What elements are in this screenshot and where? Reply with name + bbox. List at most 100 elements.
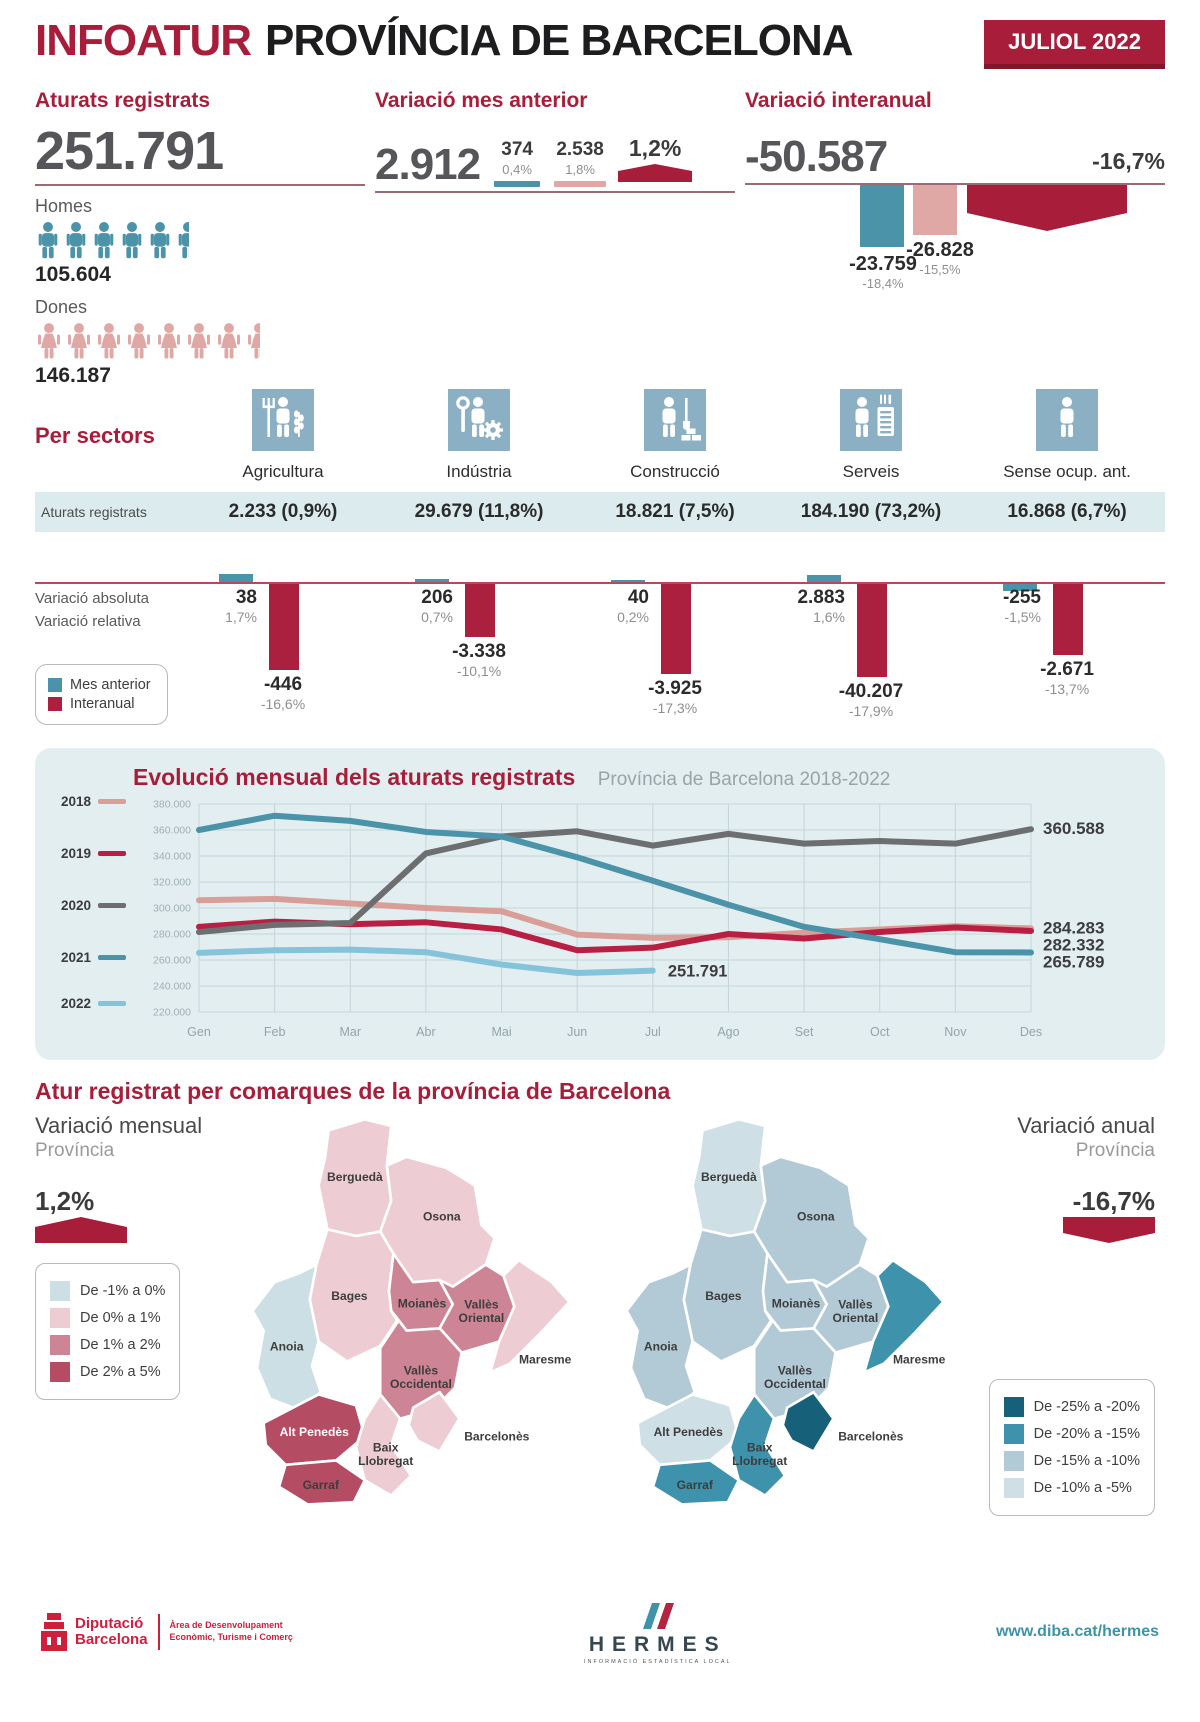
hermes-wordmark: HERMES bbox=[588, 1633, 727, 1656]
monthly-map-title: Variació mensual bbox=[35, 1113, 203, 1138]
interanual-bar bbox=[269, 584, 299, 671]
annual-dones-label: -26.828 -15,5% bbox=[885, 239, 995, 277]
sector-registered-value: 29.679 (11,8%) bbox=[414, 501, 544, 522]
svg-text:Gen: Gen bbox=[187, 1025, 211, 1039]
maps-section-title: Atur registrat per comarques de la proví… bbox=[35, 1078, 671, 1104]
map-legend-item: De 2% a 5% bbox=[50, 1362, 165, 1382]
annual-map-block: Berguedà Osona Bages Moianès Vallès Oriental M… bbox=[598, 1111, 1161, 1573]
registered-title: Aturats registrats bbox=[35, 89, 211, 112]
comarca-label: Vallès bbox=[404, 1364, 439, 1378]
comarca-label: Bages bbox=[331, 1289, 368, 1303]
interanual-bar bbox=[1053, 584, 1083, 656]
comarca-baix-llobregat bbox=[728, 1393, 787, 1497]
hermes-tagline: INFORMACIÓ ESTADÍSTICA LOCAL bbox=[583, 1659, 732, 1665]
woman-icon bbox=[158, 322, 180, 359]
comarca-label: Occidental bbox=[764, 1377, 826, 1391]
comarca-label: Maresme bbox=[893, 1353, 946, 1367]
interanual-values: -40.207 -17,9% bbox=[838, 681, 904, 720]
variation-axis-labels: Variació absoluta Variació relativa bbox=[35, 562, 185, 734]
variation-absolute-label: Variació absoluta bbox=[35, 590, 149, 607]
dones-value: 146.187 bbox=[35, 363, 111, 387]
sector-variation-chart: Variació absoluta Variació relativa 38 1,… bbox=[35, 562, 1165, 734]
comarca-label: Anoia bbox=[644, 1339, 678, 1353]
footer: Diputació Barcelona Àrea de Desenvolupam… bbox=[35, 1589, 1165, 1675]
dones-mini-bar bbox=[554, 181, 607, 187]
stat-annual-variation: Variació interanual -50.587 -16,7% -23.7… bbox=[745, 89, 1165, 388]
man-icon bbox=[66, 221, 86, 258]
sector-variation-cells: Variació absoluta Variació relativa 38 1,… bbox=[35, 562, 1165, 734]
homes-mini-bar bbox=[494, 181, 541, 187]
annual-homes-pct: -18,4% bbox=[862, 276, 904, 291]
man-icon bbox=[38, 221, 58, 258]
department-name: Àrea de Desenvolupament Econòmic, Turism… bbox=[169, 1620, 293, 1642]
series-2020 bbox=[196, 826, 1034, 936]
diputacio-barcelona-icon bbox=[41, 1613, 67, 1651]
sector-variation-cell: -255 -1,5% -2.671 -13,7% bbox=[969, 562, 1165, 734]
svg-text:Mai: Mai bbox=[491, 1025, 511, 1039]
svg-text:240.000: 240.000 bbox=[153, 981, 191, 993]
annual-homes-label: -23.759 -18,4% bbox=[828, 253, 938, 291]
sector-registered-value: 184.190 (73,2%) bbox=[800, 501, 942, 522]
monthly-map-value: 1,2% bbox=[35, 1186, 95, 1216]
woman-icon bbox=[188, 322, 210, 359]
header: INFOATUR PROVÍNCIA DE BARCELONA JULIOL 2… bbox=[35, 16, 1165, 69]
comarca-label: Oriental bbox=[833, 1311, 879, 1325]
registered-total: 251.791 bbox=[35, 121, 224, 181]
comarca-label: Vallès bbox=[838, 1298, 873, 1312]
svg-text:320.000: 320.000 bbox=[153, 877, 191, 889]
sector-3: Construcció bbox=[577, 389, 773, 482]
svg-text:282.332: 282.332 bbox=[1043, 935, 1104, 954]
comarca-label: Vallès bbox=[778, 1364, 813, 1378]
comarca-label: Berguedà bbox=[327, 1170, 383, 1184]
comarca-barcelones bbox=[781, 1390, 835, 1453]
sector-registered-value: 18.821 (7,5%) bbox=[615, 501, 735, 522]
comarca-barcelones bbox=[407, 1390, 461, 1453]
dones-label: Dones bbox=[35, 296, 88, 317]
stat-registered: Aturats registrats 251.791 Homes bbox=[35, 89, 365, 388]
comarca-maresme bbox=[862, 1258, 945, 1374]
comarca-label: Osona bbox=[423, 1210, 461, 1224]
chart-header: Evolució mensual dels aturats registrats… bbox=[133, 764, 890, 791]
sector-4: Serveis bbox=[773, 389, 969, 482]
legend-swatch-icon bbox=[50, 1335, 70, 1355]
svg-text:Set: Set bbox=[795, 1025, 814, 1039]
sector-name: Sense ocup. ant. bbox=[1003, 462, 1131, 481]
page-title: PROVÍNCIA DE BARCELONA bbox=[265, 16, 854, 65]
comarca-label: Llobregat bbox=[358, 1454, 413, 1468]
woman-icon bbox=[248, 322, 260, 359]
svg-text:280.000: 280.000 bbox=[153, 929, 191, 941]
interanual-values: -2.671 -13,7% bbox=[1040, 659, 1094, 698]
construction-icon bbox=[644, 389, 706, 451]
map-legend-item: De -15% a -10% bbox=[1003, 1451, 1140, 1471]
agriculture-icon bbox=[252, 389, 314, 451]
hermes-link[interactable]: www.diba.cat/hermes bbox=[995, 1623, 1159, 1640]
chart-subtitle: Província de Barcelona 2018-2022 bbox=[597, 769, 891, 790]
svg-text:Jun: Jun bbox=[567, 1025, 587, 1039]
legend-year-2019: 2019 bbox=[61, 846, 127, 861]
variation-legend: Mes anterior Interanual bbox=[35, 664, 168, 725]
monthly-homes-abs: 374 bbox=[501, 139, 533, 160]
comarca-label: Llobregat bbox=[732, 1454, 787, 1468]
woman-icon bbox=[98, 322, 120, 359]
monthly-map-info: Variació mensual Província 1,2% bbox=[35, 1113, 202, 1248]
comarca-maresme bbox=[488, 1258, 571, 1374]
comarca-label: Barcelonès bbox=[838, 1430, 903, 1444]
sector-5: Sense ocup. ant. bbox=[969, 389, 1165, 482]
legend-swatch-icon bbox=[1003, 1478, 1024, 1498]
legend-mes-label: Mes anterior bbox=[70, 677, 151, 693]
series-2021 bbox=[196, 812, 1034, 956]
annual-map-info: Variació anual Província -16,7% bbox=[1017, 1113, 1155, 1248]
comarca-alt-penedes bbox=[262, 1393, 367, 1467]
map-legend-item: De -25% a -20% bbox=[1003, 1397, 1140, 1417]
comarca-label: Baix bbox=[747, 1441, 773, 1455]
man-icon bbox=[150, 221, 170, 258]
woman-icon bbox=[218, 322, 240, 359]
divider bbox=[745, 183, 1165, 185]
legend-interanual: Interanual bbox=[48, 696, 151, 712]
top-stats: Aturats registrats 251.791 Homes bbox=[35, 89, 1165, 387]
monthly-title: Variació mes anterior bbox=[375, 89, 588, 112]
map-legend-item: De 1% a 2% bbox=[50, 1335, 165, 1355]
map-legend-item: De -20% a -15% bbox=[1003, 1424, 1140, 1444]
brand-title: INFOATUR bbox=[35, 16, 252, 65]
